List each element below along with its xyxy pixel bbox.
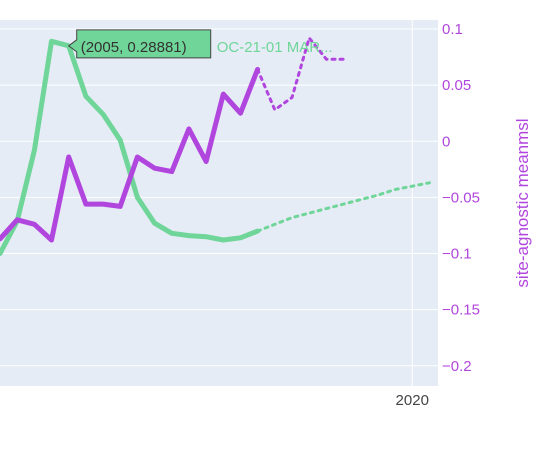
tooltip-box	[67, 29, 212, 59]
y-tick-label: 0	[442, 133, 450, 150]
x-axis-ticks: 2020	[396, 392, 429, 409]
y-tick-label: 0.05	[442, 77, 471, 94]
series-line-projection	[256, 34, 345, 113]
plot-background	[0, 20, 438, 386]
tooltip-value: (2005, 0.28881)	[81, 39, 187, 56]
y-tick-label: −0.2	[442, 358, 472, 375]
series-line-solid	[0, 38, 261, 256]
series-line-solid	[0, 66, 261, 243]
y-tick-label: −0.15	[442, 302, 480, 319]
grid-lines	[0, 20, 438, 386]
y-tick-label: −0.1	[442, 246, 472, 263]
y-tick-label: 0.1	[442, 21, 463, 38]
right-axis-ticks: 0.1 0.05 0 −0.05 −0.1 −0.15 −0.2	[442, 21, 480, 375]
y-tick-label: −0.05	[442, 189, 480, 206]
x-tick-label: 2020	[396, 392, 429, 409]
series-line-projection	[256, 181, 431, 233]
series-lines	[0, 34, 431, 256]
hover-tooltip: (2005, 0.28881) OC-21-01 MAR...	[67, 29, 333, 59]
right-axis-label: site-agnostic meanmsl	[513, 118, 532, 287]
tooltip-series-name: OC-21-01 MAR...	[217, 39, 333, 56]
